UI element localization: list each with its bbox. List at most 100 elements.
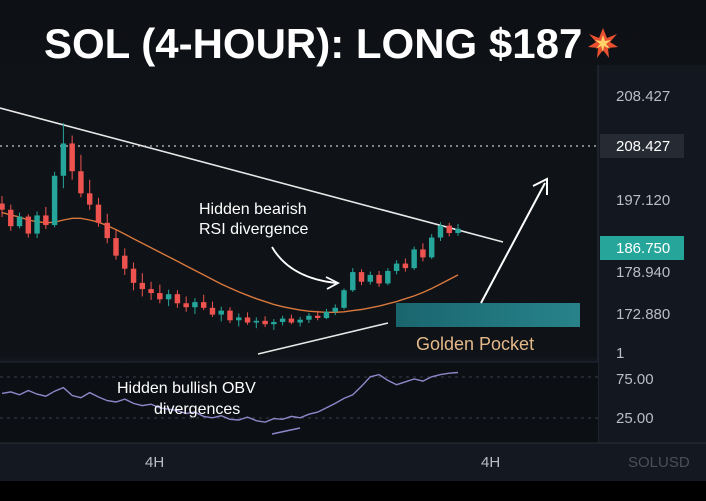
descending-trendline — [0, 107, 504, 243]
candle-body — [209, 307, 216, 315]
chart-title: SOL (4-HOUR): LONG $187 — [44, 20, 582, 67]
candle — [341, 288, 347, 310]
candle — [306, 312, 312, 324]
candle — [192, 298, 198, 315]
candlestick-series — [0, 123, 461, 330]
candle — [420, 243, 426, 262]
golden-pocket-label: Golden Pocket — [416, 334, 534, 354]
candle-body — [350, 272, 356, 291]
golden-pocket-zone — [396, 303, 580, 327]
candle-body — [420, 249, 426, 258]
candle-body — [279, 318, 286, 322]
candle — [358, 269, 365, 286]
candle — [8, 204, 14, 231]
candle — [148, 281, 154, 300]
candle — [350, 268, 356, 292]
candle-body — [25, 216, 32, 234]
candle — [86, 179, 93, 210]
candle-body — [428, 237, 435, 258]
current-price-badge — [600, 236, 684, 260]
price-tick-3: 197.120 — [616, 192, 670, 209]
candle-body — [200, 302, 207, 308]
candle — [16, 212, 23, 229]
time-axis — [0, 443, 706, 481]
obv-panel — [0, 362, 598, 443]
moving-average-path — [1, 211, 459, 313]
candle — [104, 213, 110, 244]
price-tick-1: 208.427 — [616, 88, 670, 105]
time-tick-2: 4H — [481, 454, 500, 471]
candle — [25, 214, 32, 238]
candle-body — [411, 249, 417, 269]
candle — [157, 284, 163, 304]
price-tick-2: 208.427 — [616, 138, 670, 155]
candle — [402, 258, 409, 272]
candle-body — [16, 216, 23, 227]
candle — [428, 234, 435, 260]
candle — [165, 289, 172, 307]
candle-body — [95, 204, 102, 223]
candle-body — [297, 319, 303, 323]
candle-body — [69, 143, 75, 172]
candle — [332, 304, 338, 316]
candle-body — [157, 293, 163, 300]
bottom-bar — [0, 481, 706, 501]
obv-path — [1, 371, 459, 423]
candle-body — [332, 307, 338, 312]
candle — [244, 312, 251, 325]
candle-body — [51, 175, 58, 226]
rsi-annotation-arrow — [271, 246, 337, 284]
candle — [0, 196, 5, 218]
candle-body — [253, 320, 260, 323]
candle-body — [148, 289, 154, 294]
candle — [69, 135, 75, 180]
candle — [253, 317, 260, 329]
candle-body — [130, 268, 137, 283]
candle-body — [113, 238, 119, 256]
candle — [297, 316, 303, 327]
candle-body — [393, 263, 400, 271]
candle-body — [86, 193, 93, 205]
candle — [209, 301, 216, 317]
price-tick-4: 186.750 — [616, 240, 670, 257]
price-tick-6: 172.880 — [616, 306, 670, 323]
candle — [446, 222, 452, 237]
candle-body — [183, 303, 189, 308]
candle-body — [122, 255, 128, 269]
candle-body — [78, 171, 84, 194]
candle — [288, 314, 295, 325]
obv-tick-2: 25.00 — [616, 410, 654, 427]
candle — [411, 246, 417, 270]
candle — [393, 260, 400, 275]
candle-body — [192, 302, 198, 308]
candle-body — [358, 272, 365, 282]
candle-body — [323, 311, 330, 318]
candle-body — [402, 263, 409, 269]
candle — [227, 307, 233, 324]
candle — [437, 222, 444, 241]
candle-body — [34, 215, 40, 234]
candle — [130, 262, 137, 291]
candle-body — [104, 222, 110, 239]
candle — [455, 223, 461, 236]
candle — [262, 316, 268, 328]
candle — [122, 248, 128, 275]
candle-body — [367, 274, 374, 282]
candle-body — [314, 315, 321, 318]
candle — [60, 123, 67, 189]
rsi-annotation-line2: RSI divergence — [199, 221, 308, 238]
candle — [183, 296, 189, 312]
candle-body — [43, 215, 49, 226]
spark-icon — [588, 28, 618, 58]
candle — [43, 206, 49, 230]
candle-body — [288, 318, 295, 323]
target-price-badge — [600, 134, 684, 158]
time-tick-1: 4H — [145, 454, 164, 471]
candle-body — [0, 203, 5, 210]
moving-average-line — [1, 211, 459, 313]
candle-body — [174, 294, 181, 304]
candle-body — [60, 143, 67, 176]
candle-body — [341, 290, 347, 308]
obv-divergence-arrow — [271, 427, 301, 435]
